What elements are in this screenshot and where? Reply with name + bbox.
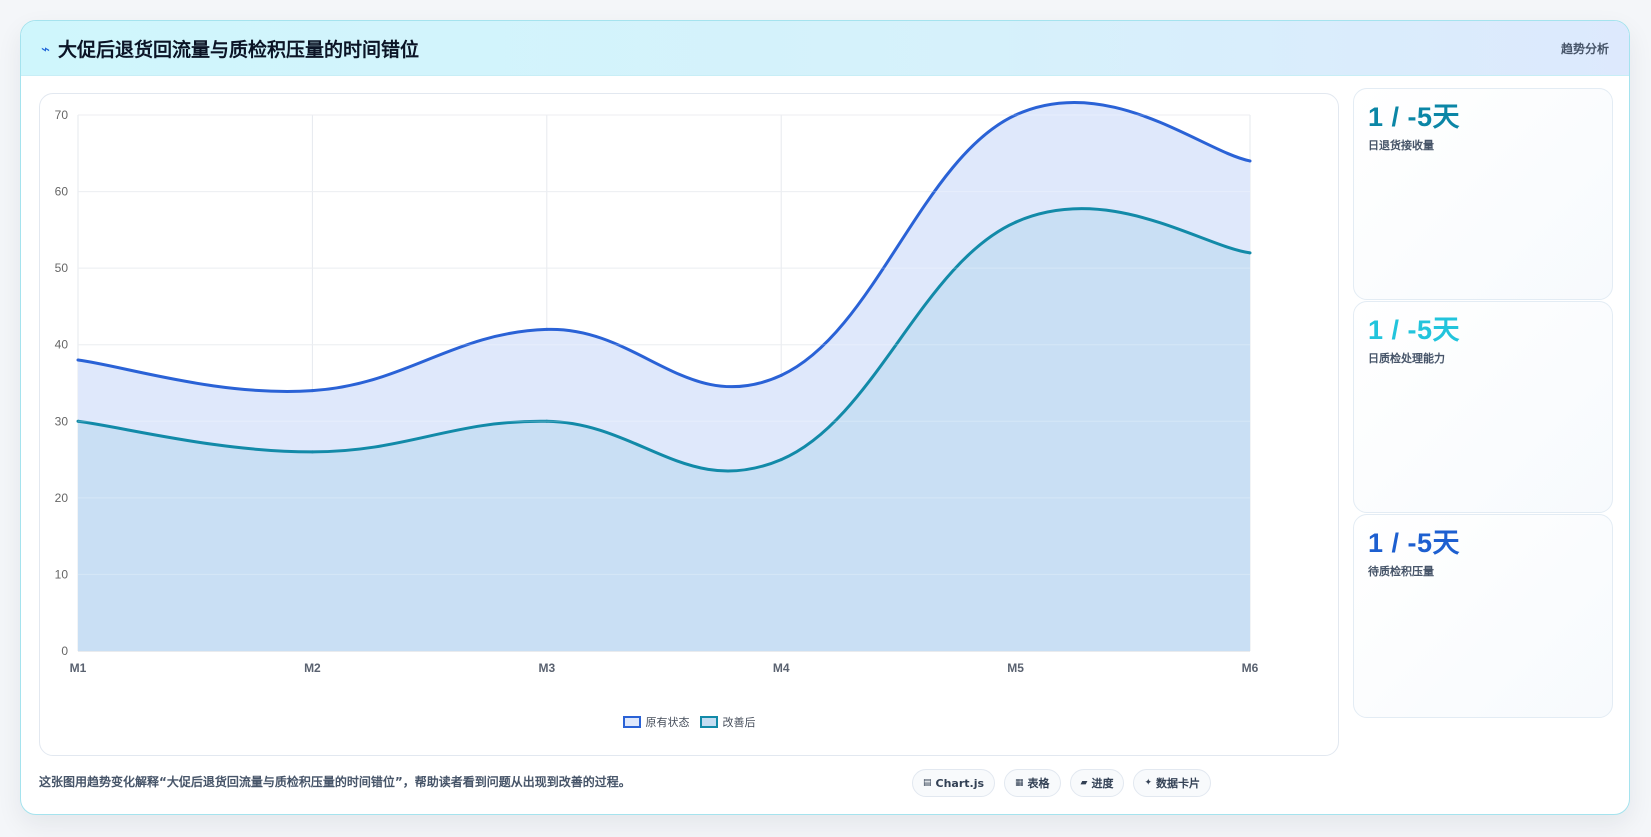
x-tick-label: M3: [538, 661, 555, 675]
x-tick-label: M2: [304, 661, 321, 675]
series-line-0: [77, 101, 1251, 393]
stat-value: 1 / -5天: [1368, 528, 1461, 558]
data-point: [545, 327, 549, 331]
y-tick-label: 50: [55, 261, 69, 275]
legend-item-improved[interactable]: 改善后: [699, 714, 756, 730]
stat-value: 1 / -5天: [1368, 315, 1461, 345]
y-tick-label: 10: [55, 567, 69, 581]
feature-pills: ▤ Chart.js ▦ 表格 ▰ 进度 ✦ 数据卡片: [912, 769, 1212, 797]
table-icon: ▦: [1015, 778, 1024, 788]
y-tick-label: 20: [55, 491, 69, 505]
legend-label-improved: 改善后: [722, 716, 756, 729]
x-tick-label: M1: [70, 661, 87, 675]
header-tag: 趋势分析: [1560, 41, 1609, 56]
stat-card-returns: 1 / -5天 日退货接收量: [1353, 88, 1613, 300]
series-area-1: [78, 208, 1250, 652]
pill-table[interactable]: ▦ 表格: [1004, 769, 1061, 797]
chart-legend: 原有状态 改善后: [40, 714, 1338, 730]
stat-label: 日退货接收量: [1368, 139, 1434, 152]
y-tick-label: 60: [55, 185, 69, 199]
chart-description: 这张图用趋势变化解释“大促后退货回流量与质检积压量的时间错位”，帮助读者看到问题…: [39, 775, 631, 789]
stat-label: 日质检处理能力: [1368, 352, 1445, 365]
data-point: [779, 458, 783, 462]
legend-swatch-improved: [699, 716, 718, 728]
card-header: ⌁ 大促后退货回流量与质检积压量的时间错位 趋势分析: [21, 21, 1629, 76]
data-point: [1248, 159, 1252, 163]
y-tick-label: 70: [55, 108, 69, 122]
progress-icon: ▰: [1080, 778, 1088, 788]
pill-label: 表格: [1027, 777, 1050, 790]
data-point: [76, 358, 80, 362]
data-point: [1014, 220, 1018, 224]
pill-chartjs[interactable]: ▤ Chart.js: [912, 769, 996, 797]
stat-card-backlog: 1 / -5天 待质检积压量: [1353, 514, 1613, 718]
area-chart: 0 10 20 30 40 50 60 70 M1 M2 M3 M4 M5 M6: [55, 101, 1259, 675]
stat-label: 待质检积压量: [1368, 565, 1434, 578]
data-point: [76, 419, 80, 423]
pill-label: Chart.js: [935, 776, 985, 790]
pill-progress[interactable]: ▰ 进度: [1069, 769, 1125, 797]
data-point: [779, 373, 783, 377]
pill-label: 数据卡片: [1156, 777, 1201, 790]
stat-card-capacity: 1 / -5天 日质检处理能力: [1353, 301, 1613, 513]
dashboard-card: ⌁ 大促后退货回流量与质检积压量的时间错位 趋势分析 0 10 20 30 40 50 60…: [20, 20, 1630, 815]
x-tick-label: M6: [1242, 661, 1259, 675]
legend-item-original[interactable]: 原有状态: [622, 714, 690, 730]
data-point: [310, 389, 314, 393]
page-title: 大促后退货回流量与质检积压量的时间错位: [58, 38, 420, 61]
legend-swatch-original: [622, 716, 641, 728]
data-point: [1248, 251, 1252, 255]
pill-data-cards[interactable]: ✦ 数据卡片: [1133, 769, 1212, 797]
sparkle-icon: ✦: [1144, 778, 1153, 788]
data-point: [310, 450, 314, 454]
x-tick-label: M5: [1007, 661, 1024, 675]
y-tick-label: 30: [55, 414, 69, 428]
chart-panel: 0 10 20 30 40 50 60 70 M1 M2 M3 M4 M5 M6 原有状态 改善后: [39, 93, 1339, 756]
y-tick-label: 0: [61, 644, 68, 658]
trend-icon: ⌁: [41, 40, 51, 58]
legend-label-original: 原有状态: [645, 716, 690, 729]
pill-label: 进度: [1091, 777, 1114, 790]
y-tick-label: 40: [55, 338, 69, 352]
series-line-1: [77, 207, 1251, 473]
stat-value: 1 / -5天: [1368, 102, 1461, 132]
data-point: [545, 419, 549, 423]
chart-icon: ▤: [923, 778, 932, 788]
x-tick-label: M4: [773, 661, 790, 675]
data-point: [1014, 113, 1018, 117]
